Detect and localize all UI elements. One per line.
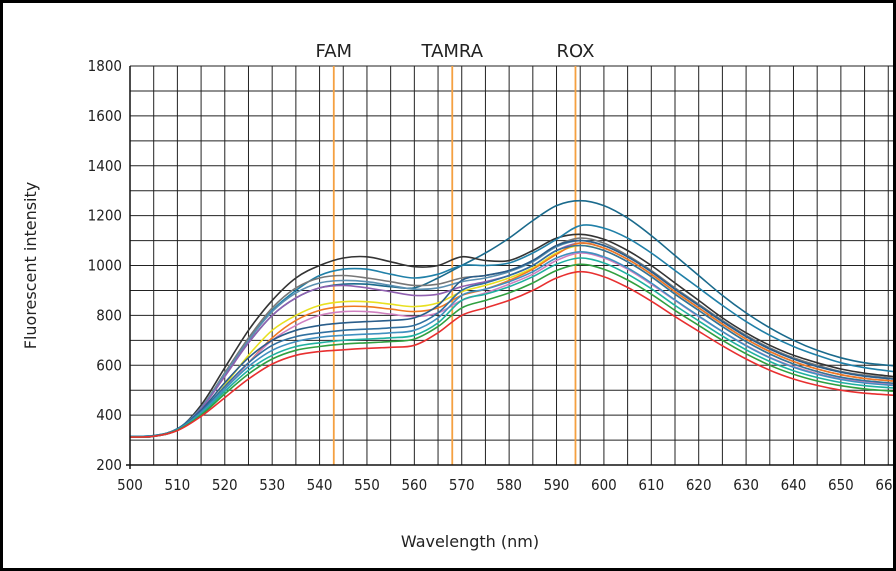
series-line-1	[130, 199, 893, 438]
x-tick-label: 640	[781, 476, 807, 494]
x-tick-label: 660	[875, 476, 893, 494]
x-tick-label: 570	[449, 476, 475, 494]
series-line-2	[130, 233, 893, 438]
x-tick-label: 560	[401, 476, 427, 494]
x-tick-label: 520	[212, 476, 238, 494]
x-tick-label: 500	[117, 476, 143, 494]
marker-label-rox: ROX	[557, 41, 595, 62]
x-tick-label: 650	[828, 476, 854, 494]
marker-label-fam: FAM	[316, 41, 353, 62]
x-tick-label: 580	[496, 476, 522, 494]
x-tick-label: 540	[307, 476, 333, 494]
grid	[129, 65, 893, 466]
tick-labels: 500 510 520 530 540 550 560 570 580 590 600 610 620 6…	[88, 41, 893, 494]
y-tick-label: 200	[96, 456, 122, 474]
axes	[126, 66, 893, 469]
series-line-10	[130, 239, 893, 438]
y-tick-label: 400	[96, 406, 122, 424]
series-line-11	[130, 244, 893, 438]
x-tick-label: 590	[544, 476, 570, 494]
x-tick-label: 630	[733, 476, 759, 494]
series-lines	[130, 199, 893, 438]
y-tick-label: 1400	[88, 157, 122, 175]
y-tick-label: 600	[96, 356, 122, 374]
x-tick-label: 600	[591, 476, 617, 494]
y-tick-label: 1800	[88, 57, 122, 75]
y-tick-label: 1000	[88, 257, 122, 275]
y-tick-label: 1200	[88, 207, 122, 225]
series-line-15	[130, 270, 893, 438]
y-tick-label: 800	[96, 306, 122, 324]
x-axis-title: Wavelength (nm)	[401, 532, 539, 551]
y-tick-label: 1600	[88, 107, 122, 125]
series-line-3	[130, 224, 893, 438]
marker-label-tamra: TAMRA	[420, 41, 483, 62]
series-line-12	[130, 250, 893, 438]
x-tick-label: 530	[259, 476, 285, 494]
x-tick-label: 550	[354, 476, 380, 494]
x-tick-label: 510	[165, 476, 191, 494]
series-line-13	[130, 257, 893, 438]
x-tick-label: 620	[686, 476, 712, 494]
y-axis-title: Fluorescent intensity	[21, 182, 40, 350]
x-tick-label: 610	[638, 476, 664, 494]
spectrum-chart: 500 510 520 530 540 550 560 570 580 590 600 610 620 6…	[21, 41, 893, 551]
series-line-14	[130, 263, 893, 438]
